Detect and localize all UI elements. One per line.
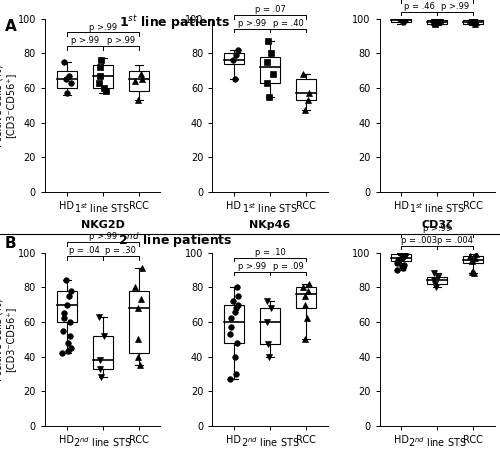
Text: p >.99: p >.99: [442, 2, 469, 11]
Text: p >.99: p >.99: [70, 37, 99, 45]
Text: A: A: [5, 19, 17, 33]
Y-axis label: Positive cells (%)
[CD3⁻CD56⁺]: Positive cells (%) [CD3⁻CD56⁺]: [0, 64, 15, 147]
Text: B: B: [5, 236, 16, 251]
Text: p = .40: p = .40: [272, 19, 304, 28]
Text: p >.99: p >.99: [88, 232, 117, 241]
Bar: [129, 291, 148, 353]
Bar: [428, 20, 447, 24]
Bar: [296, 287, 316, 308]
Bar: [56, 291, 76, 322]
Title: NKG2D: NKG2D: [81, 219, 124, 230]
Bar: [260, 308, 280, 344]
Bar: [129, 70, 148, 91]
Bar: [93, 65, 112, 88]
Text: p = .04: p = .04: [70, 246, 100, 255]
Bar: [93, 336, 112, 369]
Bar: [392, 19, 411, 22]
Text: p >.99: p >.99: [238, 19, 266, 28]
Y-axis label: Positive cells (%)
[CD3⁻CD56⁺]: Positive cells (%) [CD3⁻CD56⁺]: [0, 298, 15, 381]
Text: p = .07: p = .07: [254, 5, 286, 14]
Text: p = .30: p = .30: [106, 246, 136, 255]
Bar: [392, 254, 411, 261]
Bar: [56, 70, 76, 88]
Bar: [224, 305, 244, 343]
Bar: [260, 56, 280, 83]
Bar: [464, 256, 483, 263]
Bar: [224, 53, 244, 63]
Text: p >.99: p >.99: [423, 224, 452, 232]
Bar: [464, 20, 483, 24]
Text: p = .004: p = .004: [438, 236, 474, 245]
Title: NKp46: NKp46: [250, 219, 290, 230]
Text: p >.99: p >.99: [88, 23, 117, 31]
Text: 1$^{st}$ line patients: 1$^{st}$ line patients: [119, 14, 231, 32]
Title: CD3ζ: CD3ζ: [422, 219, 453, 230]
Text: p = .46: p = .46: [404, 2, 434, 11]
Text: p = .10: p = .10: [254, 248, 286, 257]
Bar: [428, 277, 447, 284]
Bar: [296, 79, 316, 100]
Text: 2$^{nd}$ line patients: 2$^{nd}$ line patients: [118, 232, 232, 250]
Text: p >.99: p >.99: [238, 262, 266, 271]
Text: p = .003: p = .003: [401, 236, 438, 245]
Text: p = .09: p = .09: [272, 262, 304, 271]
Text: p >.99: p >.99: [106, 37, 135, 45]
